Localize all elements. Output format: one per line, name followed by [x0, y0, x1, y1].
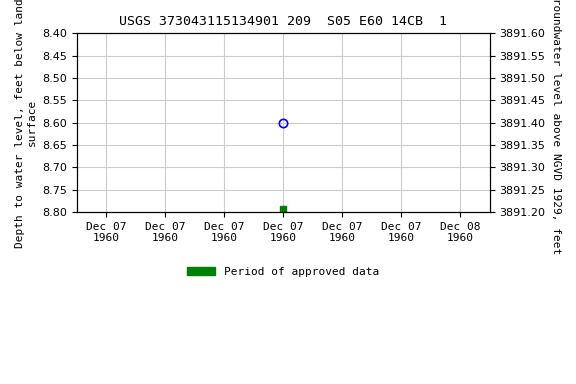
- Y-axis label: Depth to water level, feet below land
surface: Depth to water level, feet below land su…: [15, 0, 37, 248]
- Title: USGS 373043115134901 209  S05 E60 14CB  1: USGS 373043115134901 209 S05 E60 14CB 1: [119, 15, 447, 28]
- Legend: Period of approved data: Period of approved data: [183, 263, 384, 281]
- Y-axis label: Groundwater level above NGVD 1929, feet: Groundwater level above NGVD 1929, feet: [551, 0, 561, 254]
